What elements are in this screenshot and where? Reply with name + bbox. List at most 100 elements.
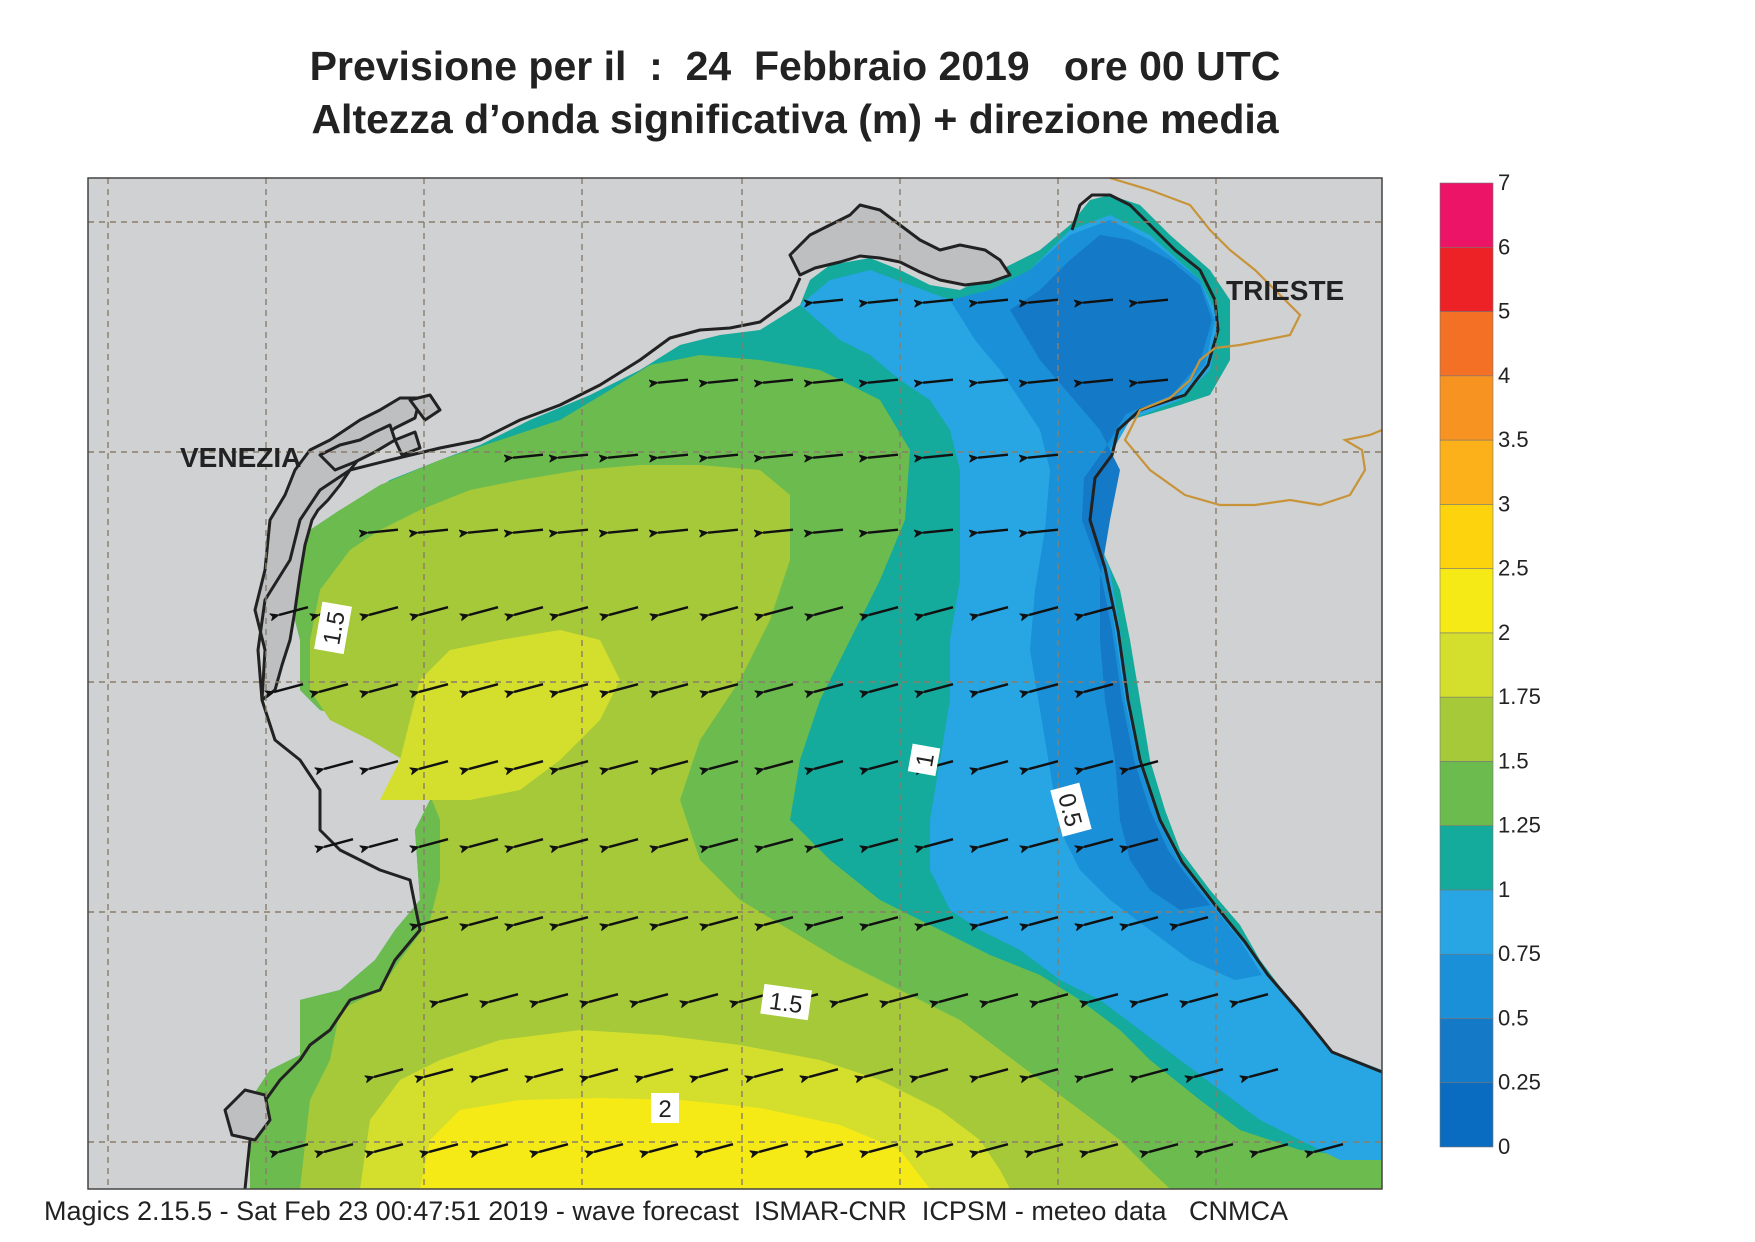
wave-direction-arrow <box>709 916 739 925</box>
wave-direction-arrow <box>513 453 544 458</box>
wave-direction-arrow <box>419 760 449 769</box>
wave-direction-arrow <box>979 606 1009 615</box>
national-border <box>1109 176 1383 507</box>
wave-direction-arrow <box>279 606 309 615</box>
wave-direction-arrow <box>869 760 899 769</box>
wave-direction-arrow <box>368 528 399 533</box>
wave-direction-arrow <box>658 453 689 458</box>
wave-direction-arrow <box>513 528 544 533</box>
legend-swatch <box>1439 568 1494 634</box>
wave-direction-arrow <box>813 298 844 303</box>
wave-direction-arrow <box>658 378 689 383</box>
wave-direction-arrow <box>864 1068 894 1077</box>
wave-direction-arrow <box>814 1143 844 1152</box>
wave-direction-arrow <box>1028 298 1059 303</box>
wave-direction-arrow <box>923 378 954 383</box>
wave-direction-arrow <box>469 916 499 925</box>
wave-direction-arrow <box>469 606 499 615</box>
wave-direction-arrow <box>1084 916 1114 925</box>
wave-direction-arrow <box>559 683 589 692</box>
wave-direction-arrow <box>923 453 954 458</box>
legend-tick-label: 7 <box>1498 170 1510 195</box>
wave-direction-arrow <box>868 378 899 383</box>
wave-direction-arrow <box>978 298 1009 303</box>
wave-direction-arrow <box>1149 1143 1179 1152</box>
wave-direction-arrow <box>923 528 954 533</box>
wave-direction-arrow <box>889 993 919 1002</box>
wave-direction-arrow <box>839 993 869 1002</box>
wave-direction-arrow <box>514 606 544 615</box>
legend-swatch <box>1439 439 1494 505</box>
wave-direction-arrows <box>274 298 1344 1152</box>
legend-swatch <box>1439 696 1494 762</box>
wave-direction-arrow <box>1084 606 1114 615</box>
legend-swatch <box>1439 1082 1494 1148</box>
wave-direction-arrow <box>514 838 544 847</box>
legend-swatch <box>1439 825 1494 891</box>
wave-direction-arrow <box>479 1068 509 1077</box>
wave-direction-arrow <box>923 298 954 303</box>
map-frame <box>87 177 1383 1190</box>
wave-direction-arrow <box>924 1143 954 1152</box>
title-line-2: Altezza d’onda significativa (m) + direz… <box>311 96 1279 142</box>
wave-direction-arrow <box>419 916 449 925</box>
legend-tick-label: 3.5 <box>1498 427 1529 452</box>
wave-direction-arrow <box>609 838 639 847</box>
wave-direction-arrow <box>644 1068 674 1077</box>
title-line-1: Previsione per il : 24 Febbraio 2019 ore… <box>309 43 1281 89</box>
venice-lagoon <box>253 396 422 702</box>
istria-coast <box>1070 193 1383 1074</box>
wave-direction-arrow <box>1314 1143 1344 1152</box>
wave-direction-arrow <box>1028 378 1059 383</box>
wave-direction-arrow <box>324 838 354 847</box>
wave-direction-arrow <box>809 1068 839 1077</box>
wave-direction-arrow <box>919 1068 949 1077</box>
wave-direction-arrow <box>429 1143 459 1152</box>
wave-direction-arrow <box>1259 1143 1289 1152</box>
wave-direction-arrow <box>869 683 899 692</box>
wave-direction-arrow <box>979 760 1009 769</box>
wave-direction-arrow <box>659 606 689 615</box>
wave-direction-arrow <box>514 683 544 692</box>
legend-tick-label: 3 <box>1498 491 1510 516</box>
wave-direction-arrow <box>1129 916 1159 925</box>
wave-direction-arrow <box>989 993 1019 1002</box>
wave-direction-arrow <box>559 606 589 615</box>
wave-direction-arrow <box>418 528 449 533</box>
wave-direction-arrow <box>369 683 399 692</box>
wave-direction-arrow <box>1194 1068 1224 1077</box>
legend-swatch <box>1439 761 1494 826</box>
wave-direction-arrow <box>979 838 1009 847</box>
legend-tick-label: 1 <box>1498 877 1510 902</box>
legend-swatch <box>1439 889 1494 955</box>
wave-direction-arrow <box>539 1143 569 1152</box>
wave-direction-arrow <box>814 683 844 692</box>
wave-direction-arrow <box>419 606 449 615</box>
wave-direction-arrow <box>558 528 589 533</box>
wave-direction-arrow <box>1129 838 1159 847</box>
venice-islands <box>318 423 397 472</box>
legend-swatch <box>1439 1018 1494 1084</box>
legend-swatch <box>1439 632 1494 698</box>
wave-direction-arrow <box>978 453 1009 458</box>
wave-direction-arrow <box>489 993 519 1002</box>
wave-direction-arrow <box>469 683 499 692</box>
wave-direction-arrow <box>1084 683 1114 692</box>
wave-direction-arrow <box>369 838 399 847</box>
wave-direction-arrow <box>559 838 589 847</box>
wave-direction-arrow <box>1249 1068 1279 1077</box>
wave-direction-arrow <box>1029 916 1059 925</box>
wave-direction-arrow <box>1029 838 1059 847</box>
legend-tick-label: 2 <box>1498 620 1510 645</box>
wave-direction-arrow <box>609 683 639 692</box>
wave-direction-arrow <box>419 838 449 847</box>
wave-direction-arrow <box>609 760 639 769</box>
legend-tick-label: 1.75 <box>1498 684 1541 709</box>
wave-direction-arrow <box>279 1143 309 1152</box>
wave-direction-arrow <box>709 838 739 847</box>
wave-direction-arrow <box>274 683 304 692</box>
wave-direction-arrow <box>419 683 449 692</box>
wave-direction-arrow <box>759 1143 789 1152</box>
wave-direction-arrow <box>764 760 794 769</box>
wave-direction-arrow <box>609 606 639 615</box>
